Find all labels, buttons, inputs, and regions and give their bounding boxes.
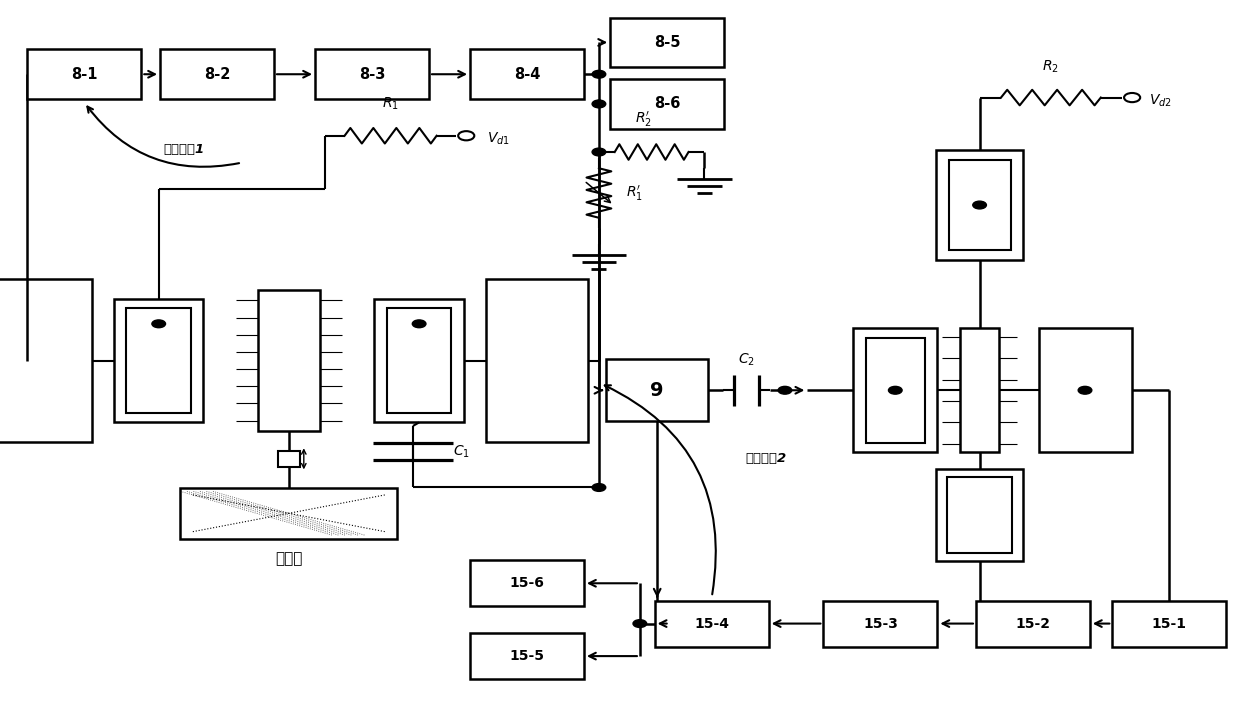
Text: $V_{d1}$: $V_{d1}$ [487, 131, 510, 148]
Text: 8-5: 8-5 [653, 35, 681, 50]
Text: 15-4: 15-4 [694, 617, 729, 631]
Bar [470, 633, 584, 679]
Circle shape [632, 619, 647, 628]
Circle shape [591, 100, 605, 108]
Text: 8-3: 8-3 [358, 66, 386, 82]
Bar [374, 298, 464, 422]
Text: 15-2: 15-2 [1016, 617, 1050, 631]
Text: $R_1'$: $R_1'$ [626, 183, 644, 203]
Text: $C_1$: $C_1$ [453, 443, 470, 460]
Text: 15-3: 15-3 [863, 617, 898, 631]
Text: 15-6: 15-6 [510, 576, 544, 590]
Bar [610, 79, 724, 129]
Text: 8-1: 8-1 [71, 66, 98, 82]
Bar [936, 469, 1023, 561]
Text: $R_1$: $R_1$ [382, 96, 399, 112]
Bar [853, 328, 937, 452]
Bar [160, 49, 274, 99]
Text: 15-1: 15-1 [1152, 617, 1187, 631]
Bar [936, 151, 1023, 260]
Circle shape [591, 148, 605, 156]
Text: $C_2$: $C_2$ [738, 351, 755, 368]
Bar [610, 18, 724, 67]
Bar [315, 49, 429, 99]
Circle shape [1079, 386, 1091, 395]
Text: 振荡回路2: 振荡回路2 [745, 452, 787, 464]
Bar [126, 308, 191, 413]
Bar [387, 308, 451, 413]
Circle shape [888, 386, 903, 395]
Bar [866, 338, 925, 443]
Bar [27, 49, 141, 99]
Bar [258, 290, 320, 431]
Text: 振荡回路1: 振荡回路1 [162, 144, 205, 156]
Circle shape [591, 70, 605, 78]
Bar [1039, 328, 1131, 452]
Bar [823, 601, 937, 646]
Bar [1112, 601, 1226, 646]
Circle shape [151, 320, 165, 328]
Bar [655, 601, 769, 646]
Text: 8-6: 8-6 [653, 96, 681, 112]
Circle shape [459, 131, 474, 140]
Text: 9: 9 [651, 381, 663, 399]
Bar [470, 560, 584, 607]
Circle shape [591, 484, 605, 491]
Circle shape [779, 386, 791, 395]
Circle shape [1125, 93, 1141, 103]
Bar [181, 488, 397, 539]
Bar [606, 359, 708, 421]
Bar [0, 279, 92, 442]
Bar [960, 328, 999, 452]
Bar [949, 160, 1011, 250]
Text: $V_{d2}$: $V_{d2}$ [1149, 93, 1172, 110]
Text: 8-2: 8-2 [203, 66, 231, 82]
Text: 8-4: 8-4 [513, 66, 541, 82]
Text: 质量块: 质量块 [275, 551, 303, 566]
Bar [947, 477, 1012, 553]
Text: $R_2$: $R_2$ [1043, 59, 1059, 75]
Bar [470, 49, 584, 99]
Bar [486, 279, 588, 442]
Text: $R_2'$: $R_2'$ [635, 110, 651, 129]
Bar [114, 298, 203, 422]
Bar [976, 601, 1090, 646]
Circle shape [972, 201, 987, 209]
Circle shape [412, 320, 427, 328]
Bar [278, 451, 300, 467]
Text: 15-5: 15-5 [510, 649, 544, 663]
